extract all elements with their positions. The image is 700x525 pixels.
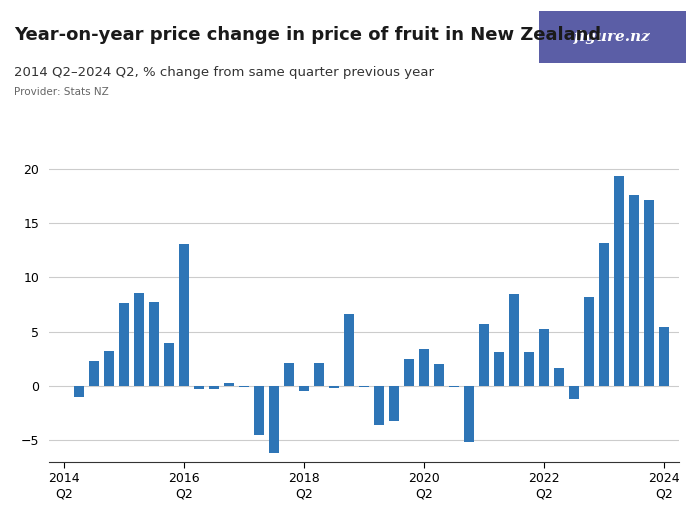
Bar: [598, 243, 609, 386]
Bar: [134, 292, 144, 386]
Bar: [358, 386, 370, 387]
Text: figure.nz: figure.nz: [574, 30, 651, 44]
Bar: [89, 361, 99, 386]
Bar: [284, 363, 294, 386]
Bar: [178, 244, 189, 386]
Bar: [644, 200, 654, 386]
Bar: [584, 297, 594, 386]
Bar: [509, 293, 519, 386]
Bar: [299, 386, 309, 392]
Bar: [614, 176, 624, 386]
Text: 2014 Q2–2024 Q2, % change from same quarter previous year: 2014 Q2–2024 Q2, % change from same quar…: [14, 66, 434, 79]
Bar: [434, 364, 444, 386]
Bar: [389, 386, 399, 421]
Bar: [104, 351, 114, 386]
Bar: [119, 303, 130, 386]
Bar: [74, 386, 84, 397]
Bar: [314, 363, 324, 386]
Bar: [419, 349, 429, 386]
Bar: [494, 352, 504, 386]
Bar: [554, 368, 564, 386]
Bar: [463, 386, 475, 443]
Bar: [224, 383, 234, 386]
Bar: [269, 386, 279, 453]
Bar: [148, 302, 160, 386]
Bar: [568, 386, 580, 399]
Text: Year-on-year price change in price of fruit in New Zealand: Year-on-year price change in price of fr…: [14, 26, 601, 44]
Bar: [449, 386, 459, 387]
Bar: [194, 386, 204, 389]
Bar: [539, 330, 550, 386]
Text: Provider: Stats NZ: Provider: Stats NZ: [14, 87, 108, 97]
Bar: [659, 327, 669, 386]
Bar: [329, 386, 340, 388]
Bar: [164, 342, 174, 386]
Bar: [239, 386, 249, 387]
Bar: [344, 314, 354, 386]
Bar: [374, 386, 384, 425]
Bar: [253, 386, 265, 435]
Bar: [404, 359, 414, 386]
Bar: [479, 324, 489, 386]
Bar: [629, 195, 639, 386]
Bar: [209, 386, 219, 389]
Bar: [524, 352, 534, 386]
